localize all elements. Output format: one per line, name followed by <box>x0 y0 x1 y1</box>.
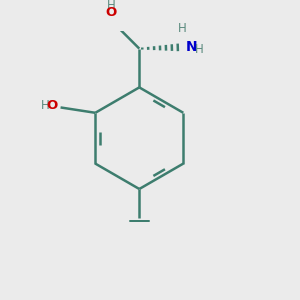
Text: O: O <box>106 6 117 19</box>
Text: H: H <box>178 22 187 35</box>
Text: N: N <box>186 40 197 54</box>
Text: H: H <box>195 44 203 56</box>
Text: H: H <box>107 0 116 12</box>
Text: O: O <box>46 99 58 112</box>
Text: H: H <box>40 99 49 112</box>
